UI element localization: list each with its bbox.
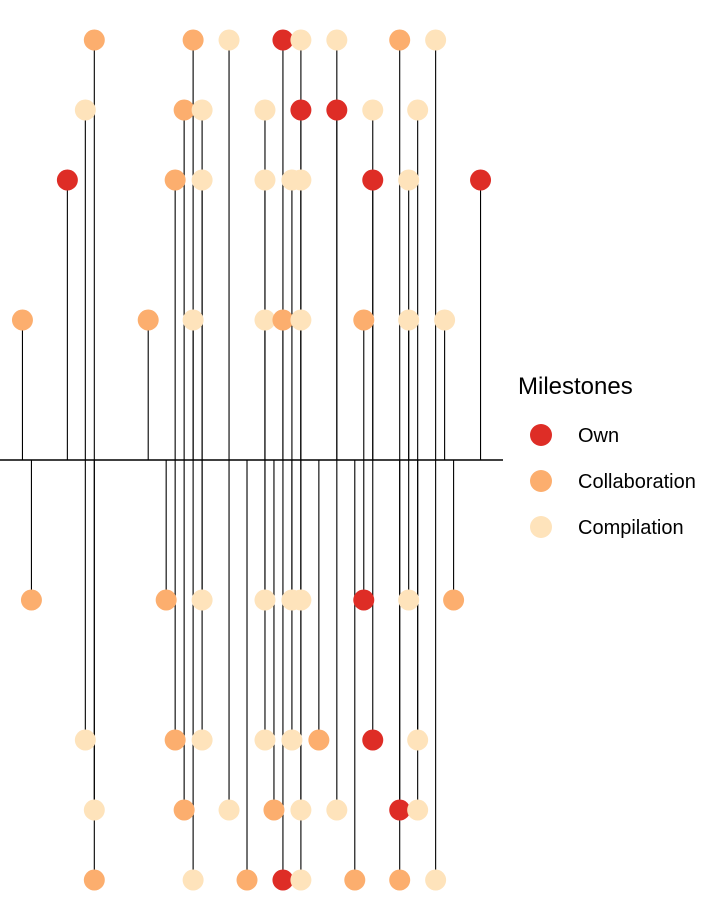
legend-swatch-own	[530, 424, 552, 446]
legend-entry-own: Own	[530, 424, 619, 447]
milestone-point-compilation	[74, 99, 96, 121]
milestone-point-own	[272, 869, 294, 891]
legend: Milestones Own Collaboration Compilation	[518, 373, 696, 539]
milestone-point-collaboration	[344, 869, 366, 891]
milestone-point-compilation	[326, 29, 348, 51]
milestone-point-compilation	[398, 589, 420, 611]
milestone-point-compilation	[191, 589, 213, 611]
legend-label-compilation: Compilation	[578, 517, 684, 539]
milestone-point-compilation	[425, 869, 447, 891]
milestone-point-collaboration	[11, 309, 33, 331]
milestone-point-own	[326, 99, 348, 121]
milestone-point-compilation	[407, 729, 429, 751]
milestone-point-compilation	[83, 799, 105, 821]
milestone-point-compilation	[434, 309, 456, 331]
milestone-point-collaboration	[389, 869, 411, 891]
milestone-point-collaboration	[173, 99, 195, 121]
legend-title: Milestones	[518, 373, 633, 400]
milestone-point-compilation	[254, 309, 276, 331]
milestone-point-compilation	[398, 169, 420, 191]
milestone-point-compilation	[290, 29, 312, 51]
milestone-point-own	[353, 589, 375, 611]
milestone-point-compilation	[74, 729, 96, 751]
milestone-point-collaboration	[389, 29, 411, 51]
milestone-point-compilation	[281, 729, 303, 751]
milestone-point-collaboration	[173, 799, 195, 821]
legend-swatch-compilation	[530, 516, 552, 538]
legend-swatch-collaboration	[530, 470, 552, 492]
milestone-point-collaboration	[164, 729, 186, 751]
milestone-point-own	[362, 729, 384, 751]
milestone-point-compilation	[191, 99, 213, 121]
milestone-point-compilation	[407, 799, 429, 821]
milestone-point-collaboration	[155, 589, 177, 611]
milestone-point-collaboration	[263, 799, 285, 821]
milestone-point-compilation	[182, 309, 204, 331]
milestone-point-own	[290, 99, 312, 121]
milestone-point-own	[470, 169, 492, 191]
point-layer	[11, 29, 492, 891]
milestone-point-compilation	[326, 799, 348, 821]
milestone-point-collaboration	[164, 169, 186, 191]
milestone-point-compilation	[290, 169, 312, 191]
milestone-point-compilation	[290, 589, 312, 611]
legend-entry-compilation: Compilation	[530, 516, 684, 539]
milestone-point-collaboration	[236, 869, 258, 891]
legend-label-collaboration: Collaboration	[578, 471, 696, 493]
milestone-point-compilation	[191, 169, 213, 191]
milestone-point-collaboration	[443, 589, 465, 611]
milestone-point-collaboration	[83, 29, 105, 51]
milestone-point-collaboration	[20, 589, 42, 611]
milestone-point-compilation	[218, 799, 240, 821]
milestone-point-collaboration	[272, 309, 294, 331]
milestone-point-compilation	[254, 169, 276, 191]
legend-entry-collaboration: Collaboration	[530, 470, 696, 493]
milestone-point-compilation	[362, 99, 384, 121]
milestone-point-compilation	[254, 729, 276, 751]
milestone-point-collaboration	[308, 729, 330, 751]
milestone-point-compilation	[398, 309, 420, 331]
milestone-point-collaboration	[83, 869, 105, 891]
milestone-point-compilation	[290, 869, 312, 891]
milestone-point-compilation	[290, 799, 312, 821]
milestone-point-own	[56, 169, 78, 191]
milestone-point-collaboration	[137, 309, 159, 331]
milestone-point-compilation	[182, 869, 204, 891]
milestone-point-own	[272, 29, 294, 51]
milestone-point-compilation	[218, 29, 240, 51]
legend-label-own: Own	[578, 425, 619, 447]
milestone-point-own	[389, 799, 411, 821]
milestone-point-collaboration	[353, 309, 375, 331]
milestone-point-compilation	[191, 729, 213, 751]
milestone-point-collaboration	[182, 29, 204, 51]
milestone-point-compilation	[407, 99, 429, 121]
milestone-point-compilation	[290, 309, 312, 331]
milestone-point-own	[362, 169, 384, 191]
stem-layer	[21, 40, 482, 880]
milestone-point-compilation	[254, 589, 276, 611]
milestone-point-compilation	[254, 99, 276, 121]
milestone-point-compilation	[425, 29, 447, 51]
